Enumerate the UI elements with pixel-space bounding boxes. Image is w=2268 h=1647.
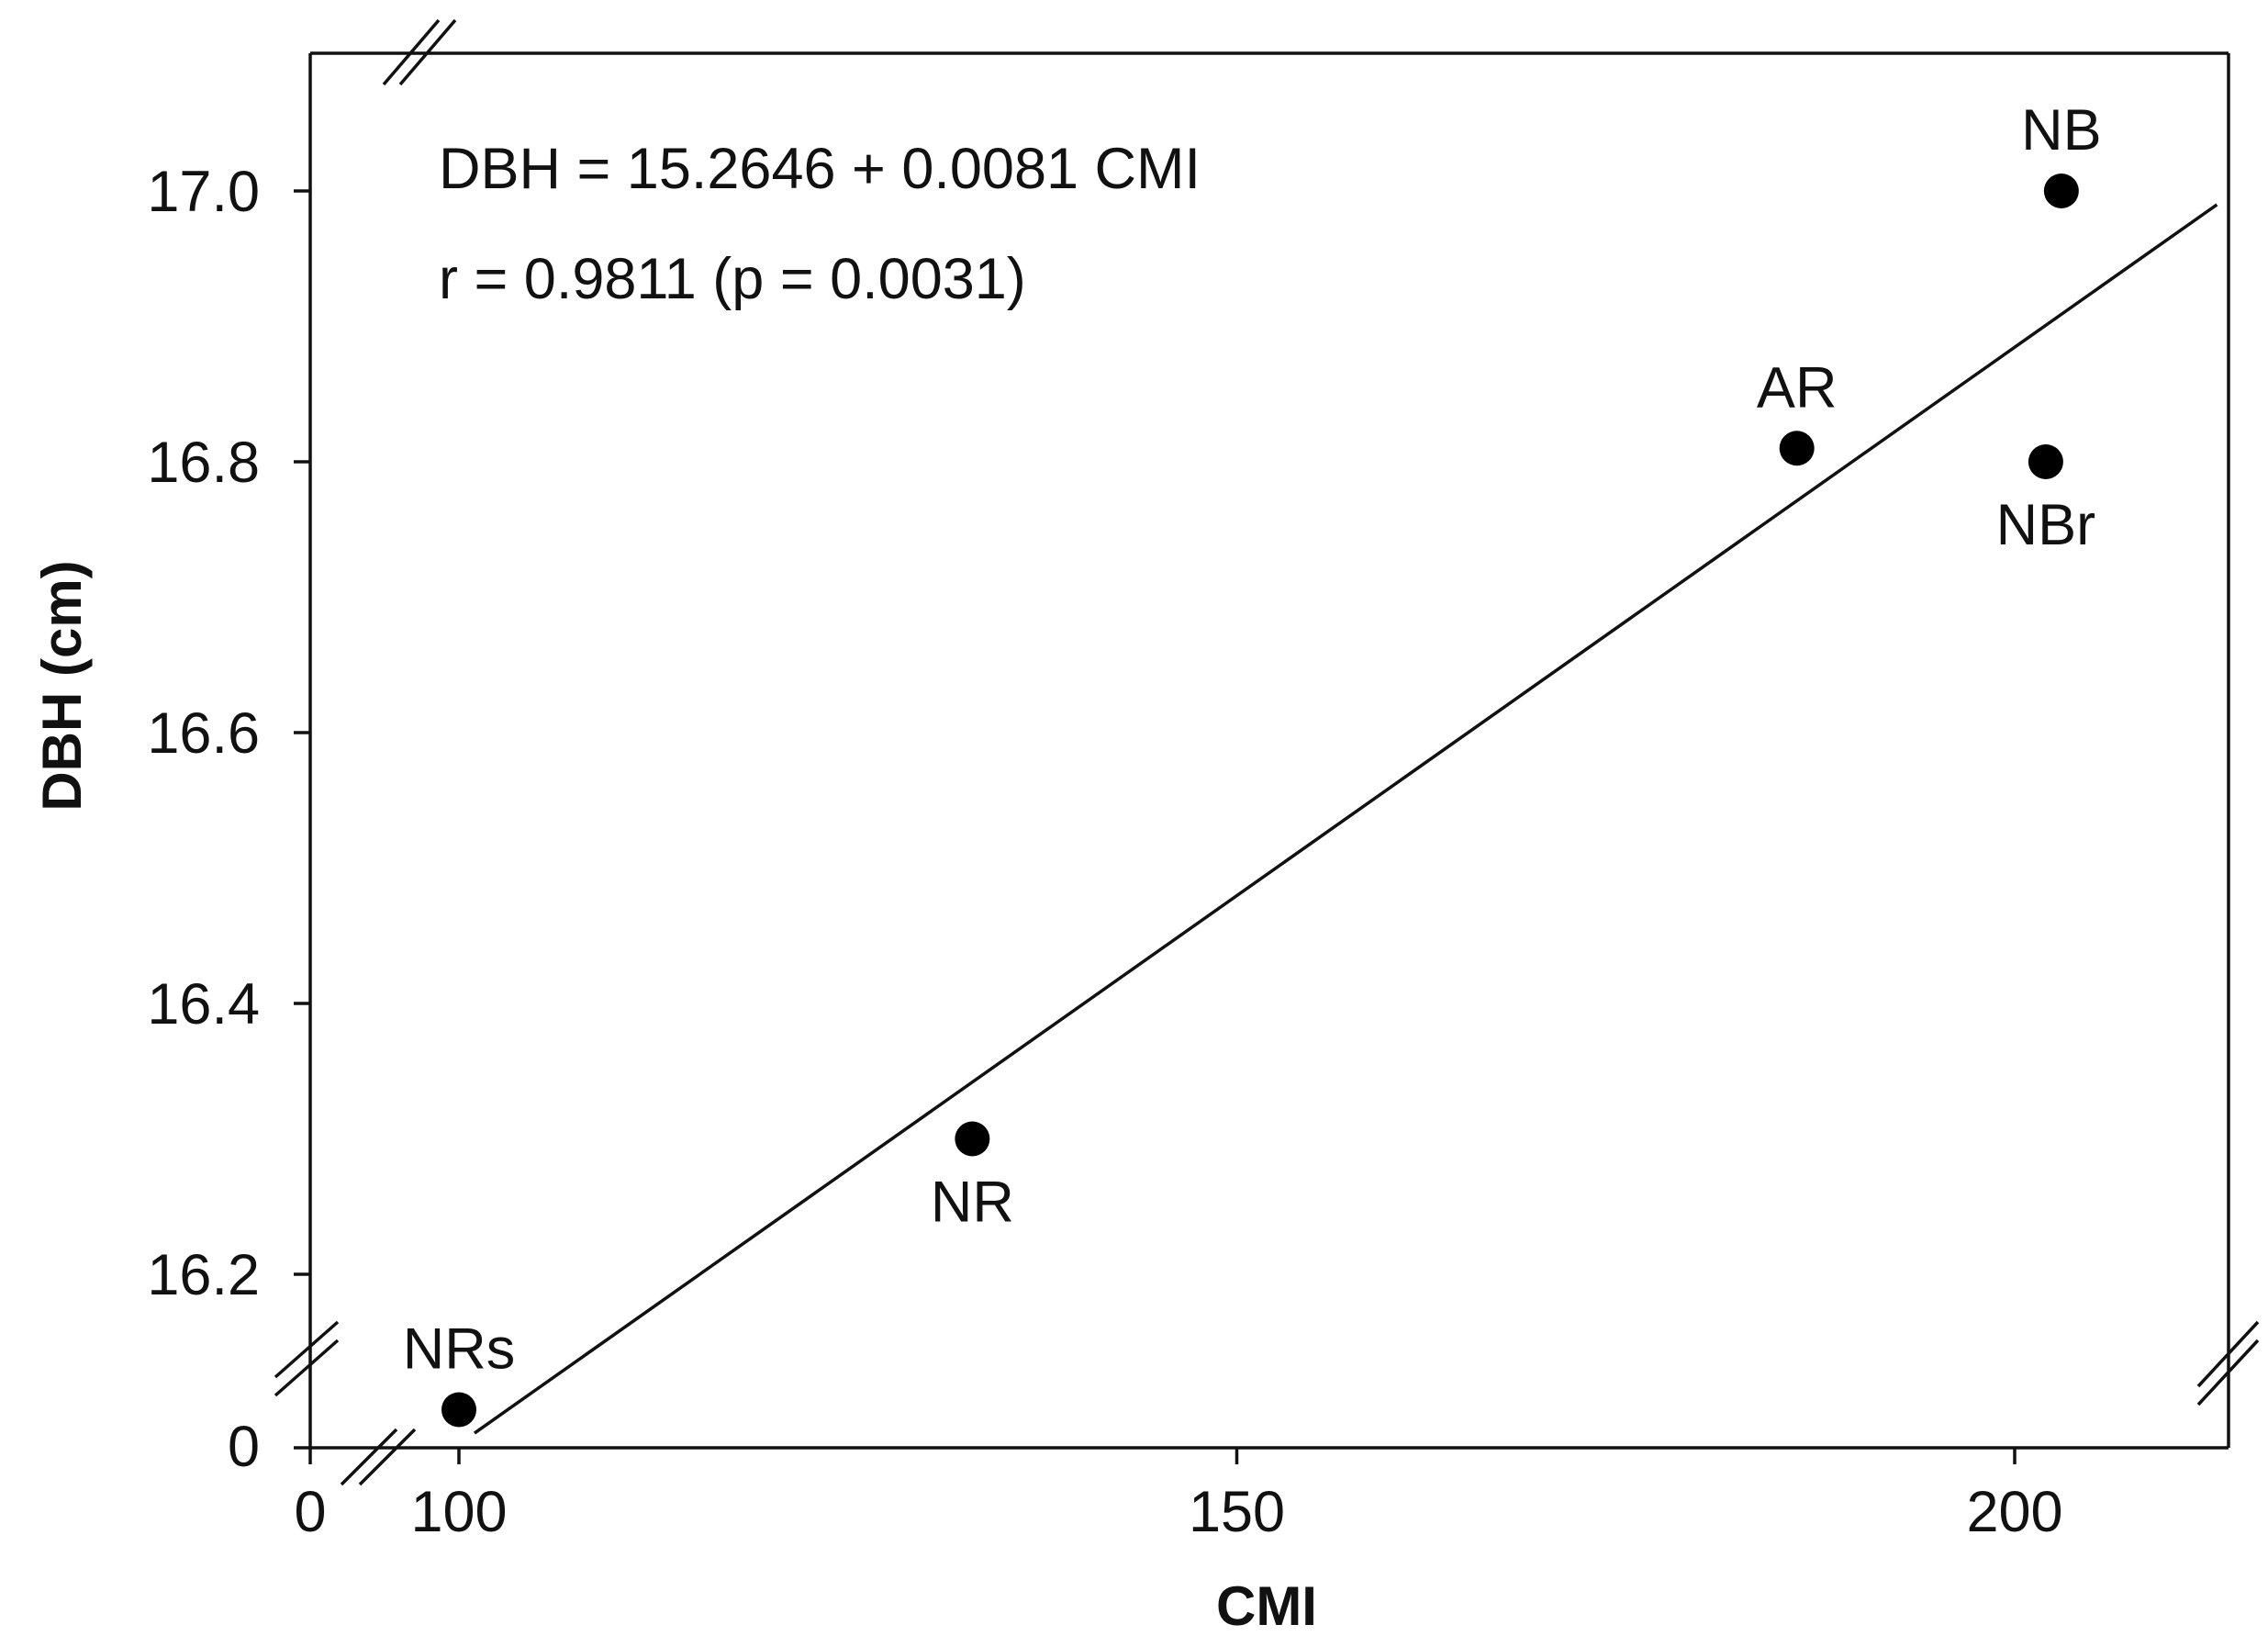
- y-origin-label: 0: [228, 1415, 260, 1479]
- regression-stat: r = 0.9811 (p = 0.0031): [439, 247, 1026, 311]
- break-mark-right-2: [2196, 1339, 2260, 1406]
- point-nrs: [441, 1392, 476, 1428]
- point-ar: [1779, 431, 1815, 466]
- break-mark-left-2: [274, 1339, 340, 1397]
- x-origin-label: 0: [294, 1480, 326, 1544]
- x-tick-label-100: 100: [410, 1480, 507, 1544]
- y-tick-label-16.6: 16.6: [147, 701, 260, 766]
- y-axis-ticks: 16.2 16.4 16.6 16.8 17.0: [147, 160, 310, 1450]
- x-tick-label-200: 200: [1966, 1480, 2062, 1544]
- plot-frame: [308, 51, 2230, 1450]
- regression-line: [473, 203, 2218, 1435]
- break-mark-left-1: [274, 1320, 340, 1379]
- point-label-nb: NB: [2021, 98, 2102, 162]
- point-nr: [955, 1121, 990, 1157]
- x-tick-label-150: 150: [1189, 1480, 1285, 1544]
- axis-break-marks: [274, 18, 2260, 1486]
- break-mark-top-2: [398, 18, 457, 86]
- break-mark-top-1: [382, 18, 441, 86]
- y-tick-label-17: 17.0: [147, 160, 260, 224]
- point-nb: [2043, 174, 2079, 208]
- break-mark-bottom-2: [358, 1428, 417, 1486]
- point-label-nrs: NRs: [403, 1317, 516, 1382]
- y-tick-label-16.8: 16.8: [147, 431, 260, 495]
- regression-equation: DBH = 15.2646 + 0.0081 CMI: [439, 137, 1201, 201]
- break-mark-right-1: [2196, 1320, 2260, 1388]
- break-mark-bottom-1: [340, 1428, 398, 1486]
- data-points: NRs NR AR NBr NB: [403, 98, 2102, 1428]
- x-axis-title: CMI: [1216, 1575, 1317, 1637]
- point-label-nr: NR: [931, 1171, 1014, 1235]
- y-axis-title: DBH (cm): [31, 560, 93, 811]
- point-label-ar: AR: [1757, 355, 1838, 420]
- y-tick-label-16.4: 16.4: [147, 972, 260, 1036]
- x-axis-ticks: 100 150 200: [308, 1448, 2063, 1544]
- point-label-nbr: NBr: [1996, 493, 2096, 557]
- point-nbr: [2028, 444, 2063, 479]
- y-tick-label-16.2: 16.2: [147, 1243, 260, 1307]
